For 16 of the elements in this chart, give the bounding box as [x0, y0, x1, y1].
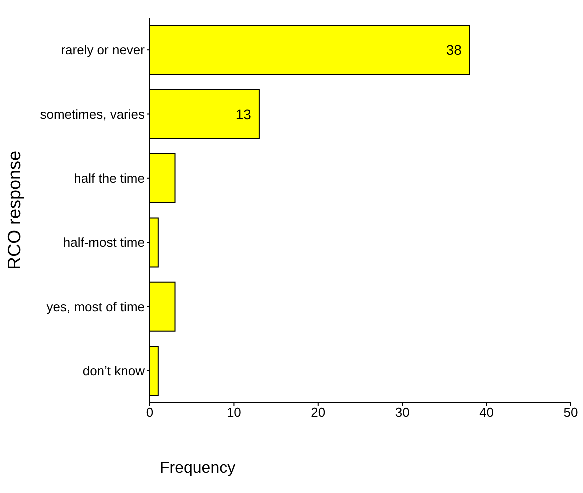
y-tick-label: rarely or never [61, 42, 146, 58]
x-axis-title: Frequency [160, 460, 236, 477]
data-label: 13 [236, 106, 252, 122]
y-tick-label: don’t know [82, 364, 146, 379]
y-tick-label: sometimes, varies [40, 106, 146, 122]
data-label: 38 [446, 42, 462, 58]
x-tick-label: 0 [146, 405, 154, 420]
x-tick-label: 50 [564, 405, 578, 420]
y-tick-label: half the time [74, 171, 145, 186]
x-tick-label: 40 [480, 405, 494, 420]
y-axis-title: RCO response [4, 150, 24, 270]
x-tick-label: 20 [311, 405, 326, 420]
x-tick-label: 10 [226, 405, 242, 420]
y-tick-label: half-most time [63, 235, 145, 250]
x-tick-label: 30 [395, 405, 410, 420]
y-tick-label: yes, most of time [46, 299, 145, 314]
